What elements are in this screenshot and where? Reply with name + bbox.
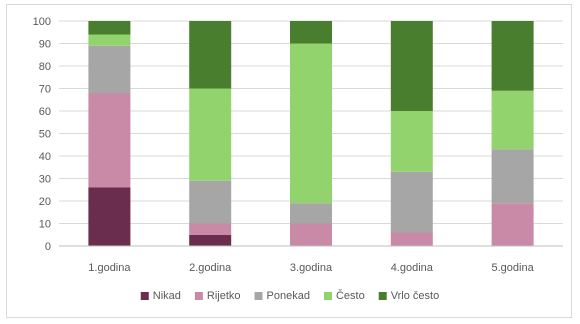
x-tick-label-5: 5.godina — [491, 262, 534, 274]
x-tick-label-3: 3.godina — [290, 262, 333, 274]
axes: 0 10 20 30 40 50 60 70 80 90 100 1.godina 2.godina 3.… — [33, 16, 563, 274]
y-tick-label-90: 90 — [39, 39, 51, 51]
legend-swatch-4 — [323, 292, 332, 300]
legend-swatch-2 — [194, 292, 203, 300]
legend-label-5: Vrlo često — [391, 290, 440, 302]
y-tick-label-20: 20 — [39, 196, 51, 208]
legend: Nikad Rijetko Ponekad Često Vrlo često — [140, 289, 440, 302]
bar-3.godina-Često — [290, 43, 332, 204]
y-tick-label-0: 0 — [45, 241, 51, 253]
bar-2.godina-Ponekad — [189, 180, 232, 224]
bar-2.godina-Nikad — [189, 234, 232, 246]
x-tick-label-4: 4.godina — [391, 262, 434, 274]
bar-4.godina-Vrlo-često — [390, 21, 433, 111]
bar-1.godina-Često — [88, 34, 131, 46]
bar-3.godina-Vrlo-često — [290, 21, 332, 44]
bar-1.godina-Ponekad — [88, 45, 131, 93]
y-tick-label-30: 30 — [39, 174, 51, 186]
bar-5.godina-Rijetko — [491, 203, 534, 246]
bar-4.godina-Često — [390, 111, 433, 172]
x-tick-label-2: 2.godina — [189, 262, 232, 274]
bar-1.godina-Rijetko — [88, 93, 131, 188]
y-tick-label-100: 100 — [33, 16, 51, 28]
bar-5.godina-Vrlo-često — [491, 21, 534, 91]
legend-item-Vrlo-često: Vrlo često — [378, 290, 440, 302]
bar-3.godina-Rijetko — [290, 223, 332, 246]
legend-label-2: Rijetko — [207, 290, 241, 302]
bar-4.godina-Ponekad — [390, 171, 433, 233]
x-tick-label-1: 1.godina — [88, 262, 131, 274]
bars — [88, 21, 534, 246]
bar-2.godina-Vrlo-često — [189, 21, 232, 89]
legend-item-Ponekad: Ponekad — [254, 290, 310, 302]
legend-swatch-3 — [254, 292, 263, 300]
bar-5.godina-Često — [491, 90, 534, 150]
bar-1.godina-Vrlo-često — [88, 21, 131, 35]
legend-swatch-5 — [378, 292, 387, 300]
bar-3.godina-Ponekad — [290, 203, 332, 224]
bar-1.godina-Nikad — [88, 187, 131, 246]
legend-label-4: Često — [336, 289, 365, 302]
legend-label-3: Ponekad — [267, 290, 310, 302]
bar-2.godina-Rijetko — [189, 223, 232, 235]
y-tick-label-70: 70 — [39, 84, 51, 96]
bar-5.godina-Ponekad — [491, 149, 534, 204]
y-tick-label-80: 80 — [39, 61, 51, 73]
y-tick-label-10: 10 — [39, 219, 51, 231]
y-tick-label-60: 60 — [39, 106, 51, 118]
chart-frame: 0 10 20 30 40 50 60 70 80 90 100 1.godina 2.godina 3.… — [6, 4, 572, 318]
legend-item-Nikad: Nikad — [140, 290, 181, 302]
legend-item-Često: Često — [323, 289, 365, 302]
legend-swatch-1 — [140, 292, 149, 300]
y-tick-label-50: 50 — [39, 129, 51, 141]
y-tick-label-40: 40 — [39, 151, 51, 163]
legend-label-1: Nikad — [153, 290, 181, 302]
bar-4.godina-Rijetko — [390, 232, 433, 246]
bar-2.godina-Često — [189, 88, 232, 181]
stacked-bar-chart: 0 10 20 30 40 50 60 70 80 90 100 1.godina 2.godina 3.… — [33, 16, 563, 302]
legend-item-Rijetko: Rijetko — [194, 290, 241, 302]
